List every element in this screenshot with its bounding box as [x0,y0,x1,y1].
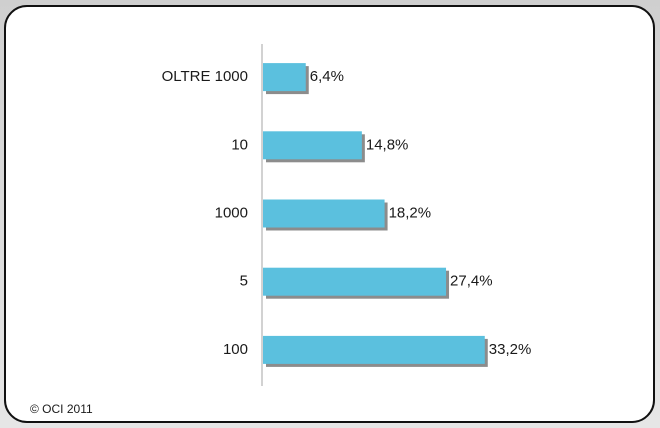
bar [263,335,485,364]
y-tick-label: 10 [231,136,248,153]
value-label: 33,2% [489,341,532,358]
y-tick-label: 100 [223,341,248,358]
value-label: 6,4% [310,68,344,85]
value-label: 14,8% [366,136,409,153]
bar [263,267,447,296]
source-note: © OCI 2011 [30,402,93,416]
value-label: 27,4% [450,273,493,290]
bar [263,131,362,160]
value-label: 18,2% [389,204,432,221]
y-tick-label: 5 [240,273,248,290]
y-tick-label: 1000 [215,204,248,221]
bar [263,63,306,92]
bar [263,199,385,228]
y-tick-label: OLTRE 1000 [162,68,248,85]
